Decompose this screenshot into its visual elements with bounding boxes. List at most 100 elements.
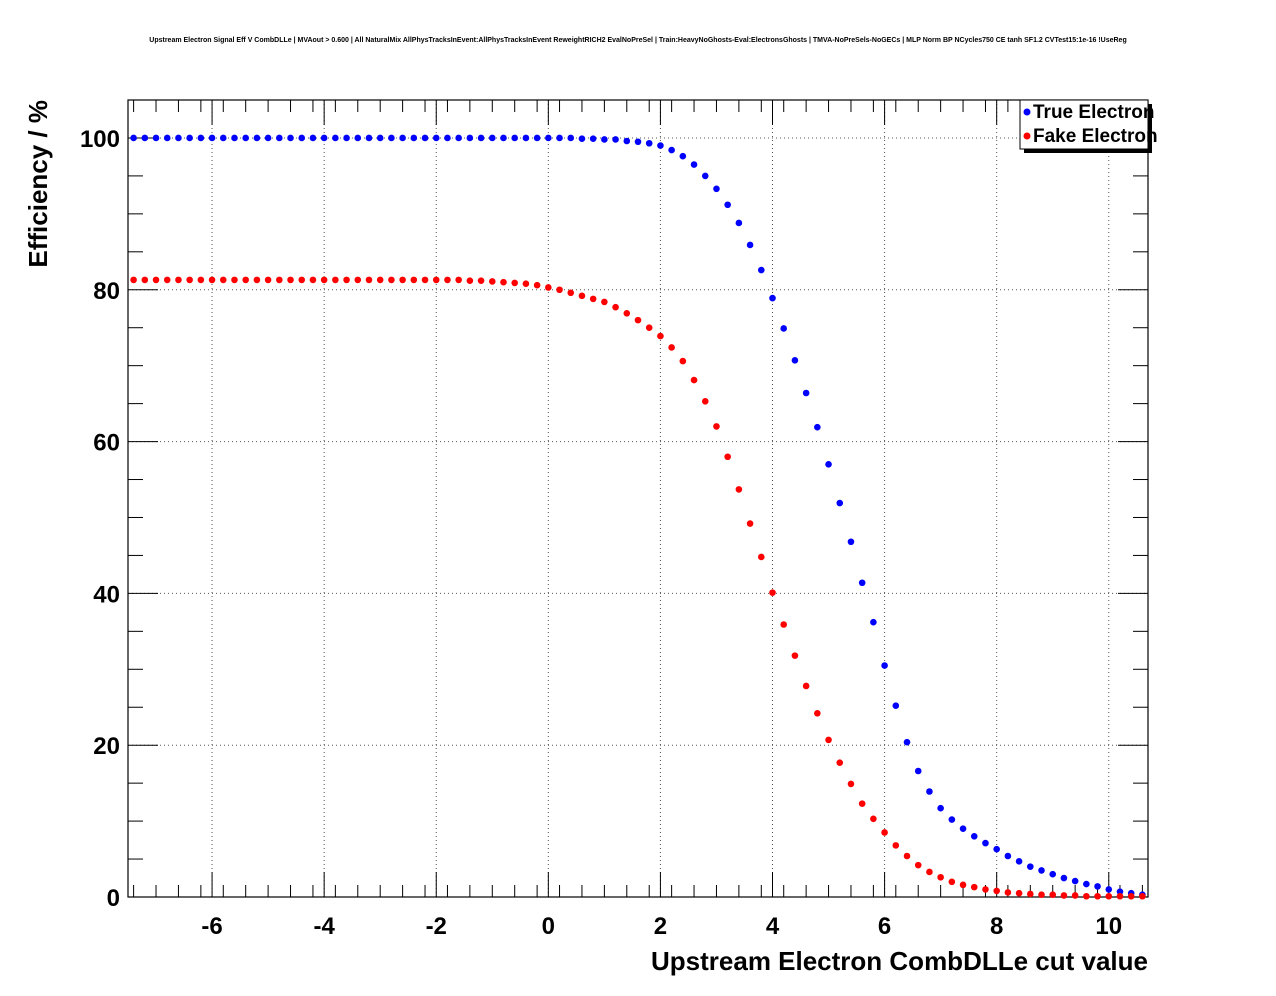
- data-point: [1094, 892, 1101, 900]
- data-point: [545, 134, 552, 142]
- data-point: [757, 553, 765, 561]
- data-point: [376, 276, 384, 284]
- data-point: [713, 423, 720, 430]
- data-point: [645, 139, 653, 147]
- data-point: [948, 816, 956, 823]
- data-point: [836, 499, 844, 507]
- data-point: [545, 284, 552, 291]
- data-point: [253, 276, 261, 284]
- data-point: [343, 276, 350, 284]
- data-point: [388, 134, 395, 142]
- data-point: [970, 832, 978, 840]
- x-tick-label: 0: [542, 913, 555, 940]
- data-point: [332, 134, 339, 142]
- data-point: [578, 292, 586, 300]
- data-point: [253, 134, 261, 142]
- data-point: [657, 142, 664, 149]
- data-point: [982, 886, 989, 893]
- data-point: [556, 134, 563, 142]
- data-point: [634, 138, 642, 146]
- data-point: [757, 266, 765, 274]
- data-point: [746, 241, 754, 249]
- data-point: [522, 280, 530, 287]
- data-point: [601, 298, 608, 306]
- data-point: [1116, 888, 1124, 895]
- data-point: [242, 276, 249, 284]
- x-tick-label: -2: [426, 913, 447, 940]
- data-point: [152, 134, 160, 142]
- data-point: [511, 134, 519, 142]
- data-point: [993, 845, 1000, 853]
- data-point: [567, 134, 575, 142]
- data-point: [432, 134, 440, 142]
- data-point: [1105, 886, 1113, 893]
- data-point: [612, 136, 619, 143]
- legend-label-true-electron: True Electron: [1033, 102, 1154, 123]
- y-tick-label: 40: [93, 581, 120, 608]
- x-tick-label: 8: [990, 913, 1003, 940]
- data-point: [488, 134, 496, 142]
- x-tick-label: 2: [654, 913, 667, 940]
- plot-frame: [127, 99, 1149, 898]
- x-tick-label: 4: [766, 913, 780, 940]
- data-point: [186, 134, 193, 142]
- data-point: [914, 767, 922, 775]
- data-point: [825, 461, 832, 468]
- data-point: [645, 324, 653, 332]
- data-point: [477, 277, 485, 284]
- data-point: [926, 788, 933, 795]
- series-fake-electron: [130, 276, 1146, 900]
- data-point: [231, 134, 238, 142]
- data-point: [735, 219, 743, 227]
- data-point: [836, 759, 844, 766]
- y-tick-label: 20: [93, 733, 120, 760]
- data-point: [354, 276, 362, 284]
- data-point: [152, 276, 160, 284]
- x-tick-label: -4: [313, 913, 335, 940]
- data-point: [881, 662, 888, 669]
- data-point: [634, 316, 642, 324]
- data-point: [197, 134, 205, 142]
- data-point: [959, 825, 967, 832]
- data-point: [668, 344, 675, 351]
- data-point: [970, 883, 978, 891]
- data-point: [959, 881, 967, 889]
- data-point: [903, 852, 911, 860]
- y-tick-label: 80: [93, 278, 120, 305]
- ticks-layer: [128, 99, 1148, 898]
- data-point: [141, 276, 149, 284]
- y-axis-title: Efficiency / %: [23, 100, 53, 268]
- series-true-electron: [130, 134, 1146, 899]
- data-point: [1127, 892, 1135, 900]
- data-point: [175, 276, 182, 284]
- legend-label-fake-electron: Fake Electron: [1033, 126, 1158, 147]
- data-point: [982, 839, 989, 847]
- data-point: [455, 276, 462, 284]
- data-point: [343, 134, 350, 142]
- data-point: [690, 161, 698, 168]
- data-point: [298, 134, 306, 142]
- data-point: [1071, 892, 1079, 899]
- data-point: [589, 135, 597, 143]
- data-point: [298, 276, 306, 284]
- data-point: [477, 134, 485, 142]
- data-point: [746, 520, 754, 527]
- data-point: [802, 682, 810, 690]
- data-point: [701, 398, 709, 405]
- data-point: [1060, 874, 1068, 882]
- data-point: [903, 738, 911, 746]
- data-point: [141, 134, 149, 142]
- legend-marker-fake-electron: [1023, 132, 1031, 140]
- y-tick-label: 0: [107, 885, 120, 912]
- data-point: [847, 780, 855, 788]
- data-point: [219, 276, 227, 284]
- data-point: [623, 309, 631, 317]
- data-point: [287, 134, 294, 142]
- data-point: [701, 172, 709, 180]
- data-point: [1004, 852, 1012, 860]
- data-point: [130, 276, 137, 284]
- y-tick-label: 100: [80, 126, 120, 153]
- data-point: [1038, 891, 1045, 899]
- data-point: [287, 276, 294, 284]
